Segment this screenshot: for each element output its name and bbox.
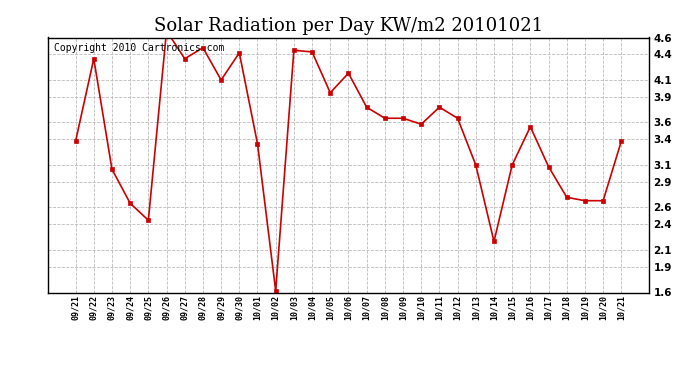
Title: Solar Radiation per Day KW/m2 20101021: Solar Radiation per Day KW/m2 20101021: [154, 16, 543, 34]
Text: Copyright 2010 Cartronics.com: Copyright 2010 Cartronics.com: [55, 43, 225, 52]
